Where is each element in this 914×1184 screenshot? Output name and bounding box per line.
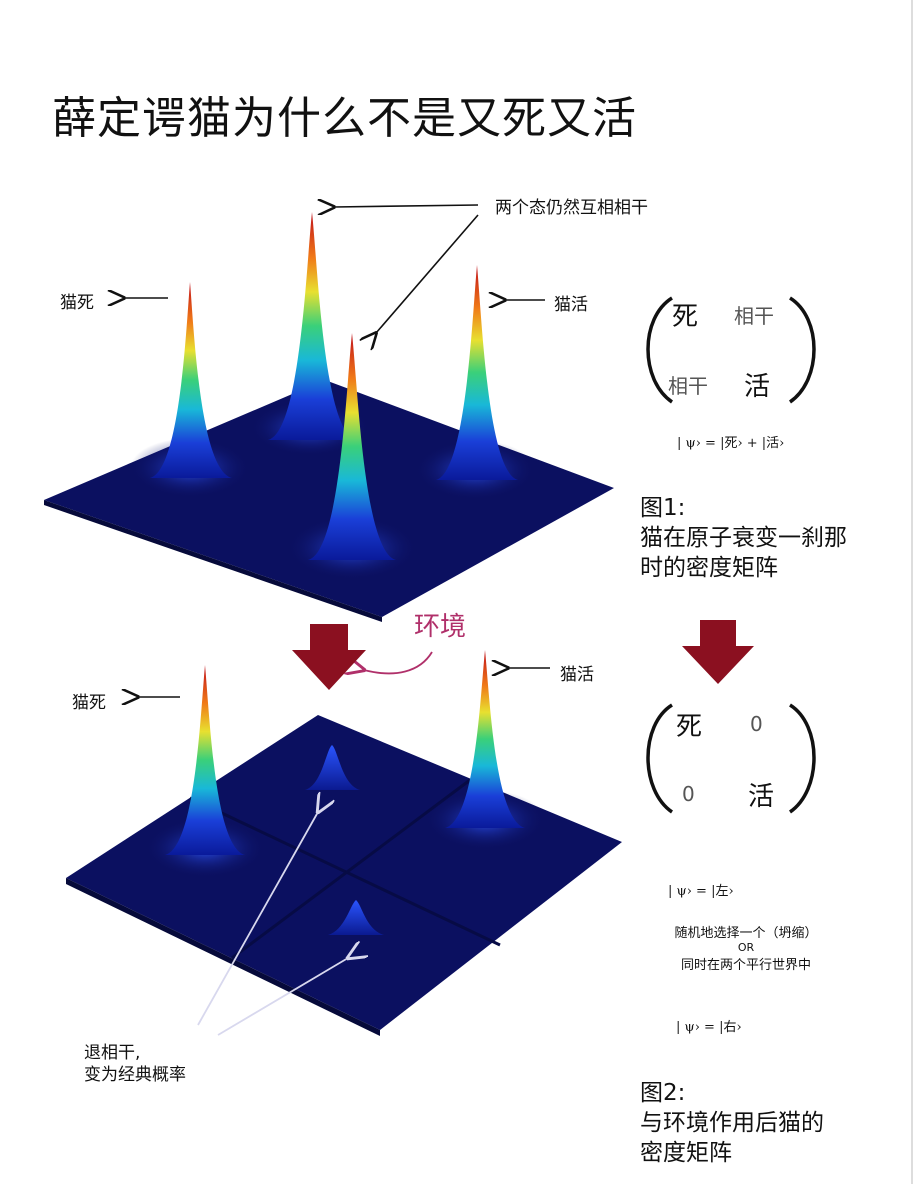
caption-figure2-line2: 与环境作用后猫的 (640, 1110, 824, 1136)
page-title: 薛定谔猫为什么不是又死又活 (52, 93, 637, 144)
peak-top-alive (436, 265, 518, 480)
matrix-top-a22: 活 (744, 372, 771, 402)
arrow-to-coherence-peak-front (376, 214, 479, 333)
label-bottom-cat-dead: 猫死 (72, 693, 106, 713)
label-decoherence-line2: 变为经典概率 (84, 1065, 186, 1085)
collapse-choice-or: OR (737, 941, 755, 954)
caption-figure1-line2: 猫在原子衰变一刹那 (640, 525, 847, 551)
caption-figure2-line3: 密度矩阵 (640, 1140, 732, 1166)
peak-bottom-dead (165, 665, 245, 855)
peak-top-dead (150, 282, 232, 478)
psi-top-equation: | ψ› = |死› + |活› (677, 436, 785, 451)
collapse-choice-note: 随机地选择一个（坍缩） OR 同时在两个平行世界中 (628, 922, 864, 973)
collapse-choice-line2: 同时在两个平行世界中 (680, 958, 811, 973)
label-environment: 环境 (414, 612, 467, 642)
matrix-top-left-paren (646, 296, 674, 404)
caption-figure2-label: 图2: (640, 1080, 686, 1106)
matrix-bottom-a11: 死 (676, 712, 703, 742)
peak-top-coherence-back (268, 212, 356, 440)
matrix-top-right-paren (788, 296, 816, 404)
caption-figure2: 图2: 与环境作用后猫的 密度矩阵 (640, 1078, 824, 1168)
matrix-bottom-a12: 0 (750, 712, 763, 736)
matrix-top-a11: 死 (672, 302, 699, 332)
label-decoherence-line1: 退相干, (84, 1043, 141, 1063)
label-top-cat-dead: 猫死 (60, 293, 94, 313)
residual-bump-front (328, 900, 384, 935)
matrix-top-a12: 相干 (734, 304, 774, 328)
psi-right-equation: | ψ› = |右› (676, 1020, 742, 1035)
label-decoherence: 退相干, 变为经典概率 (84, 1042, 186, 1086)
caption-figure1-line3: 时的密度矩阵 (640, 555, 778, 581)
residual-bump-back (305, 745, 360, 790)
matrix-bottom-a22: 活 (748, 782, 775, 812)
big-down-arrow-left (292, 624, 366, 690)
label-top-cat-alive: 猫活 (554, 295, 588, 315)
matrix-top-a21: 相干 (668, 374, 708, 398)
label-coherence-note: 两个态仍然互相相干 (495, 198, 648, 218)
arrow-to-coherence-peak-back (334, 205, 479, 207)
peak-top-coherence-front (308, 333, 396, 560)
environment-curved-arrow (364, 651, 433, 673)
matrix-bottom-a21: 0 (682, 782, 695, 806)
top-density-plot (44, 212, 614, 622)
label-bottom-cat-alive: 猫活 (560, 665, 594, 685)
matrix-bottom-right-paren (788, 703, 816, 814)
big-down-arrow-right (682, 620, 754, 684)
caption-figure1: 图1: 猫在原子衰变一刹那 时的密度矩阵 (640, 493, 847, 583)
arrow-decoherence-front (217, 958, 348, 1036)
matrix-bottom-left-paren (646, 703, 674, 814)
arrow-decoherence-back (197, 812, 318, 1026)
collapse-choice-line1: 随机地选择一个（坍缩） (674, 926, 818, 941)
caption-figure1-label: 图1: (640, 495, 686, 521)
psi-left-equation: | ψ› = |左› (668, 884, 734, 899)
bottom-density-plot (66, 650, 622, 1036)
peak-bottom-alive (445, 650, 525, 828)
